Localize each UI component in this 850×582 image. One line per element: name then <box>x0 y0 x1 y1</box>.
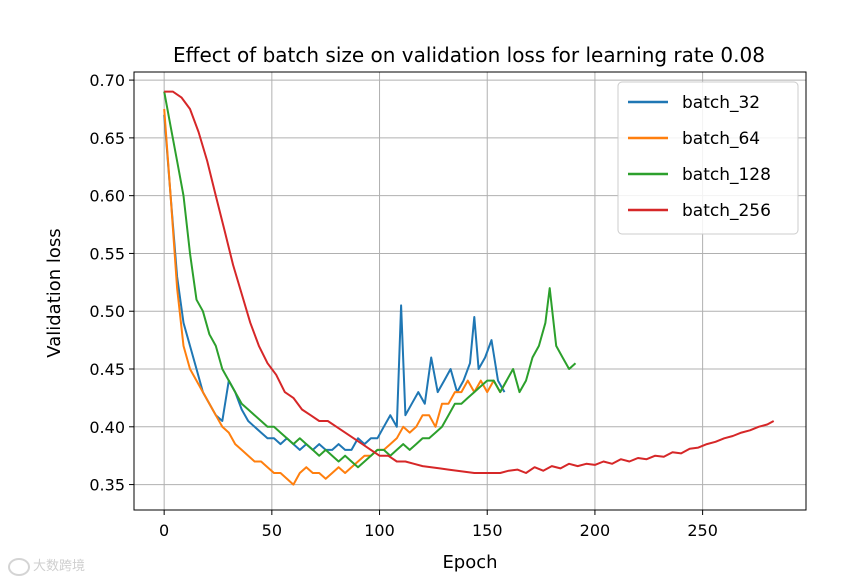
plot-frame <box>133 71 807 511</box>
x-axis-label: Epoch <box>442 552 497 573</box>
y-tick-label: 0.65 <box>89 129 125 148</box>
series-line-batch_32 <box>163 114 506 451</box>
x-tick-label: 250 <box>687 521 718 540</box>
y-axis-label: Validation loss <box>44 228 65 357</box>
y-tick-label: 0.45 <box>89 360 125 379</box>
y-tick-label: 0.40 <box>89 418 125 437</box>
legend-box <box>617 81 799 235</box>
y-tick-label: 0.60 <box>89 187 125 206</box>
series-line-batch_256 <box>164 90 775 474</box>
y-tick-label: 0.35 <box>89 476 125 495</box>
legend-label: batch_128 <box>682 165 771 185</box>
axis-ticks: 0 50 100 150 200 250 0.35 0.40 0.45 0.50 0.55 0.60 0… <box>89 71 718 540</box>
x-tick-label: 200 <box>580 521 611 540</box>
y-tick-label: 0.70 <box>89 71 125 90</box>
x-tick-label: 150 <box>472 521 503 540</box>
y-tick-label: 0.50 <box>89 302 125 321</box>
x-tick-label: 0 <box>159 521 169 540</box>
watermark-text: 大数跨境 <box>33 559 86 574</box>
series-line-batch_128 <box>163 91 577 469</box>
x-tick-label: 50 <box>262 521 282 540</box>
legend-label: batch_64 <box>682 129 760 149</box>
legend: batch_32 batch_64 batch_128 batch_256 <box>617 81 799 235</box>
series-line-batch_64 <box>163 108 508 486</box>
chart-title: Effect of batch size on validation loss … <box>173 43 765 67</box>
watermark-logo-icon <box>8 557 30 576</box>
x-tick-label: 100 <box>364 521 395 540</box>
plot-lines <box>163 90 775 486</box>
watermark: 大数跨境 <box>8 555 85 576</box>
y-tick-label: 0.55 <box>89 244 125 263</box>
legend-label: batch_32 <box>682 93 760 113</box>
legend-label: batch_256 <box>682 201 771 221</box>
